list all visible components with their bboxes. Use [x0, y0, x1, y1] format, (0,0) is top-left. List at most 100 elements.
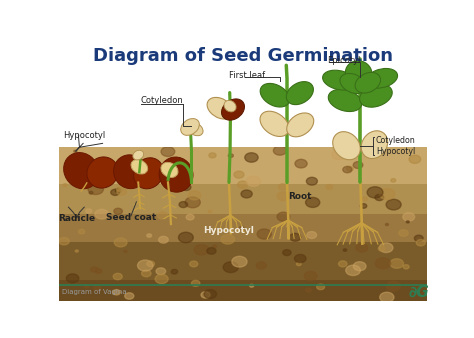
Circle shape — [113, 290, 120, 295]
Ellipse shape — [260, 83, 290, 107]
Circle shape — [367, 187, 383, 198]
Ellipse shape — [260, 111, 289, 137]
Circle shape — [213, 245, 217, 248]
Circle shape — [111, 189, 119, 195]
Circle shape — [306, 177, 318, 185]
Circle shape — [108, 161, 115, 166]
Circle shape — [409, 155, 421, 163]
Text: Root: Root — [288, 192, 311, 201]
Circle shape — [120, 175, 135, 186]
Circle shape — [95, 269, 102, 273]
Bar — [59, 41, 427, 147]
Circle shape — [156, 167, 167, 174]
Circle shape — [147, 234, 152, 237]
Text: Radicle: Radicle — [58, 214, 95, 223]
Circle shape — [295, 159, 307, 168]
Circle shape — [239, 226, 244, 230]
Circle shape — [416, 240, 425, 246]
Circle shape — [63, 184, 67, 187]
Circle shape — [125, 293, 134, 299]
Bar — [59, 280, 427, 301]
Circle shape — [114, 238, 127, 247]
Circle shape — [346, 166, 353, 171]
Ellipse shape — [134, 158, 164, 189]
Ellipse shape — [286, 81, 313, 105]
Circle shape — [237, 181, 248, 188]
Circle shape — [353, 162, 363, 168]
Circle shape — [379, 243, 393, 252]
Circle shape — [375, 258, 391, 269]
Circle shape — [290, 233, 301, 241]
Text: Diagram of Vagina: Diagram of Vagina — [62, 289, 127, 295]
Text: Hypocotyl: Hypocotyl — [203, 226, 255, 235]
Circle shape — [157, 212, 167, 219]
Circle shape — [117, 188, 127, 195]
Circle shape — [223, 262, 238, 272]
Circle shape — [245, 153, 258, 162]
Ellipse shape — [355, 72, 381, 93]
Circle shape — [338, 261, 347, 267]
Circle shape — [273, 146, 286, 155]
Circle shape — [403, 265, 409, 269]
Circle shape — [147, 261, 155, 267]
Ellipse shape — [131, 160, 147, 174]
Ellipse shape — [187, 122, 203, 136]
Circle shape — [221, 235, 235, 244]
Circle shape — [86, 209, 91, 213]
Circle shape — [307, 232, 317, 239]
Ellipse shape — [224, 100, 236, 112]
Circle shape — [164, 163, 173, 168]
Circle shape — [78, 230, 85, 234]
Circle shape — [142, 270, 151, 277]
Ellipse shape — [207, 97, 233, 119]
Circle shape — [403, 213, 415, 221]
Circle shape — [155, 274, 168, 284]
Circle shape — [188, 191, 201, 200]
Circle shape — [124, 250, 127, 252]
Circle shape — [241, 190, 252, 198]
Circle shape — [337, 150, 341, 152]
Circle shape — [116, 187, 123, 191]
Circle shape — [88, 184, 103, 195]
Circle shape — [90, 183, 96, 187]
Text: Cotyledon: Cotyledon — [141, 96, 183, 105]
Circle shape — [317, 284, 325, 290]
Circle shape — [414, 235, 423, 241]
Circle shape — [75, 250, 78, 252]
Circle shape — [294, 255, 306, 263]
Circle shape — [208, 210, 212, 213]
Circle shape — [156, 268, 165, 275]
Circle shape — [159, 236, 168, 243]
Circle shape — [190, 261, 198, 267]
Ellipse shape — [221, 99, 245, 120]
Circle shape — [277, 192, 289, 200]
Circle shape — [186, 214, 194, 220]
Circle shape — [191, 280, 200, 286]
Circle shape — [95, 209, 109, 219]
Ellipse shape — [181, 119, 200, 136]
Circle shape — [246, 176, 261, 186]
Circle shape — [93, 285, 101, 291]
Circle shape — [378, 246, 385, 251]
Ellipse shape — [87, 157, 118, 188]
Circle shape — [257, 229, 272, 239]
Circle shape — [118, 171, 134, 182]
Circle shape — [391, 178, 396, 182]
Circle shape — [115, 166, 120, 169]
Circle shape — [130, 179, 137, 184]
Circle shape — [135, 164, 148, 173]
Circle shape — [89, 191, 93, 194]
Text: ∂G: ∂G — [408, 285, 429, 300]
Circle shape — [332, 149, 346, 160]
Circle shape — [74, 150, 77, 152]
Circle shape — [250, 284, 254, 287]
Circle shape — [306, 288, 311, 292]
Circle shape — [343, 249, 346, 251]
Ellipse shape — [333, 132, 360, 160]
Ellipse shape — [133, 150, 144, 160]
Circle shape — [406, 221, 409, 223]
Circle shape — [353, 262, 366, 271]
Ellipse shape — [114, 155, 147, 189]
Ellipse shape — [159, 157, 193, 192]
Ellipse shape — [64, 152, 99, 189]
